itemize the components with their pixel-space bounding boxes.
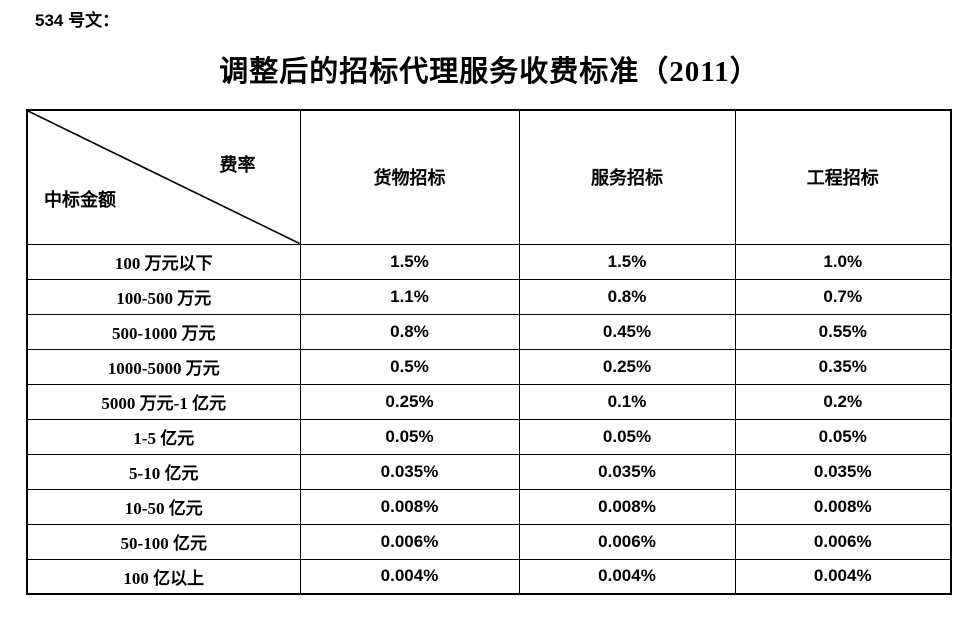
row-label: 50-100 亿元 xyxy=(26,523,301,560)
rate-cell: 1.0% xyxy=(734,243,952,280)
rate-cell: 0.004% xyxy=(518,558,736,595)
rate-cell: 0.7% xyxy=(734,278,952,315)
rate-cell: 0.35% xyxy=(734,348,952,385)
table-row: 1000-5000 万元 0.5% 0.25% 0.35% xyxy=(26,348,952,385)
row-label: 5-10 亿元 xyxy=(26,453,301,490)
rate-cell: 0.006% xyxy=(518,523,736,560)
rate-cell: 0.5% xyxy=(299,348,520,385)
rate-cell: 0.05% xyxy=(518,418,736,455)
row-label: 10-50 亿元 xyxy=(26,488,301,525)
column-header-service-bidding: 服务招标 xyxy=(518,109,736,245)
row-label: 100-500 万元 xyxy=(26,278,301,315)
rate-cell: 0.05% xyxy=(299,418,520,455)
rate-cell: 0.035% xyxy=(734,453,952,490)
table-row: 100 万元以下 1.5% 1.5% 1.0% xyxy=(26,243,952,280)
table-row: 1-5 亿元 0.05% 0.05% 0.05% xyxy=(26,418,952,455)
rate-cell: 0.035% xyxy=(299,453,520,490)
doc-number-label: 534 号文： xyxy=(35,11,120,30)
rate-cell: 1.5% xyxy=(299,243,520,280)
row-label: 5000 万元-1 亿元 xyxy=(26,383,301,420)
row-label: 500-1000 万元 xyxy=(26,313,301,350)
header-row: 费率 中标金额 货物招标 服务招标 工程招标 xyxy=(26,109,952,245)
rate-cell: 0.008% xyxy=(734,488,952,525)
table-body: 100 万元以下 1.5% 1.5% 1.0% 100-500 万元 1.1% 0.8% 0.… xyxy=(26,243,952,595)
fee-table: 费率 中标金额 货物招标 服务招标 工程招标 100 万元以下 1.5% 1.5% 1… xyxy=(26,109,952,595)
corner-label-rate: 费率 xyxy=(219,155,256,175)
row-label: 100 亿以上 xyxy=(26,558,301,595)
rate-cell: 0.004% xyxy=(734,558,952,595)
rate-cell: 0.004% xyxy=(299,558,520,595)
rate-cell: 0.006% xyxy=(299,523,520,560)
table-row: 10-50 亿元 0.008% 0.008% 0.008% xyxy=(26,488,952,525)
rate-cell: 0.1% xyxy=(518,383,736,420)
rate-cell: 0.25% xyxy=(299,383,520,420)
rate-cell: 0.8% xyxy=(299,313,520,350)
rate-cell: 0.8% xyxy=(518,278,736,315)
rate-cell: 1.5% xyxy=(518,243,736,280)
table-row: 100-500 万元 1.1% 0.8% 0.7% xyxy=(26,278,952,315)
table-row: 100 亿以上 0.004% 0.004% 0.004% xyxy=(26,558,952,595)
corner-cell: 费率 中标金额 xyxy=(26,109,301,245)
column-header-engineering-bidding: 工程招标 xyxy=(734,109,952,245)
row-label: 1-5 亿元 xyxy=(26,418,301,455)
diagonal-divider-line xyxy=(28,111,300,244)
rate-cell: 0.25% xyxy=(518,348,736,385)
row-label: 100 万元以下 xyxy=(26,243,301,280)
rate-cell: 0.05% xyxy=(734,418,952,455)
rate-cell: 0.006% xyxy=(734,523,952,560)
table-row: 50-100 亿元 0.006% 0.006% 0.006% xyxy=(26,523,952,560)
table-row: 5-10 亿元 0.035% 0.035% 0.035% xyxy=(26,453,952,490)
column-header-goods-bidding: 货物招标 xyxy=(299,109,520,245)
table-row: 500-1000 万元 0.8% 0.45% 0.55% xyxy=(26,313,952,350)
table-row: 5000 万元-1 亿元 0.25% 0.1% 0.2% xyxy=(26,383,952,420)
rate-cell: 1.1% xyxy=(299,278,520,315)
rate-cell: 0.008% xyxy=(299,488,520,525)
row-label: 1000-5000 万元 xyxy=(26,348,301,385)
rate-cell: 0.2% xyxy=(734,383,952,420)
page-title: 调整后的招标代理服务收费标准（2011） xyxy=(219,56,760,88)
rate-cell: 0.035% xyxy=(518,453,736,490)
corner-label-bid-amount: 中标金额 xyxy=(44,189,116,210)
rate-cell: 0.008% xyxy=(518,488,736,525)
rate-cell: 0.55% xyxy=(734,313,952,350)
rate-cell: 0.45% xyxy=(518,313,736,350)
